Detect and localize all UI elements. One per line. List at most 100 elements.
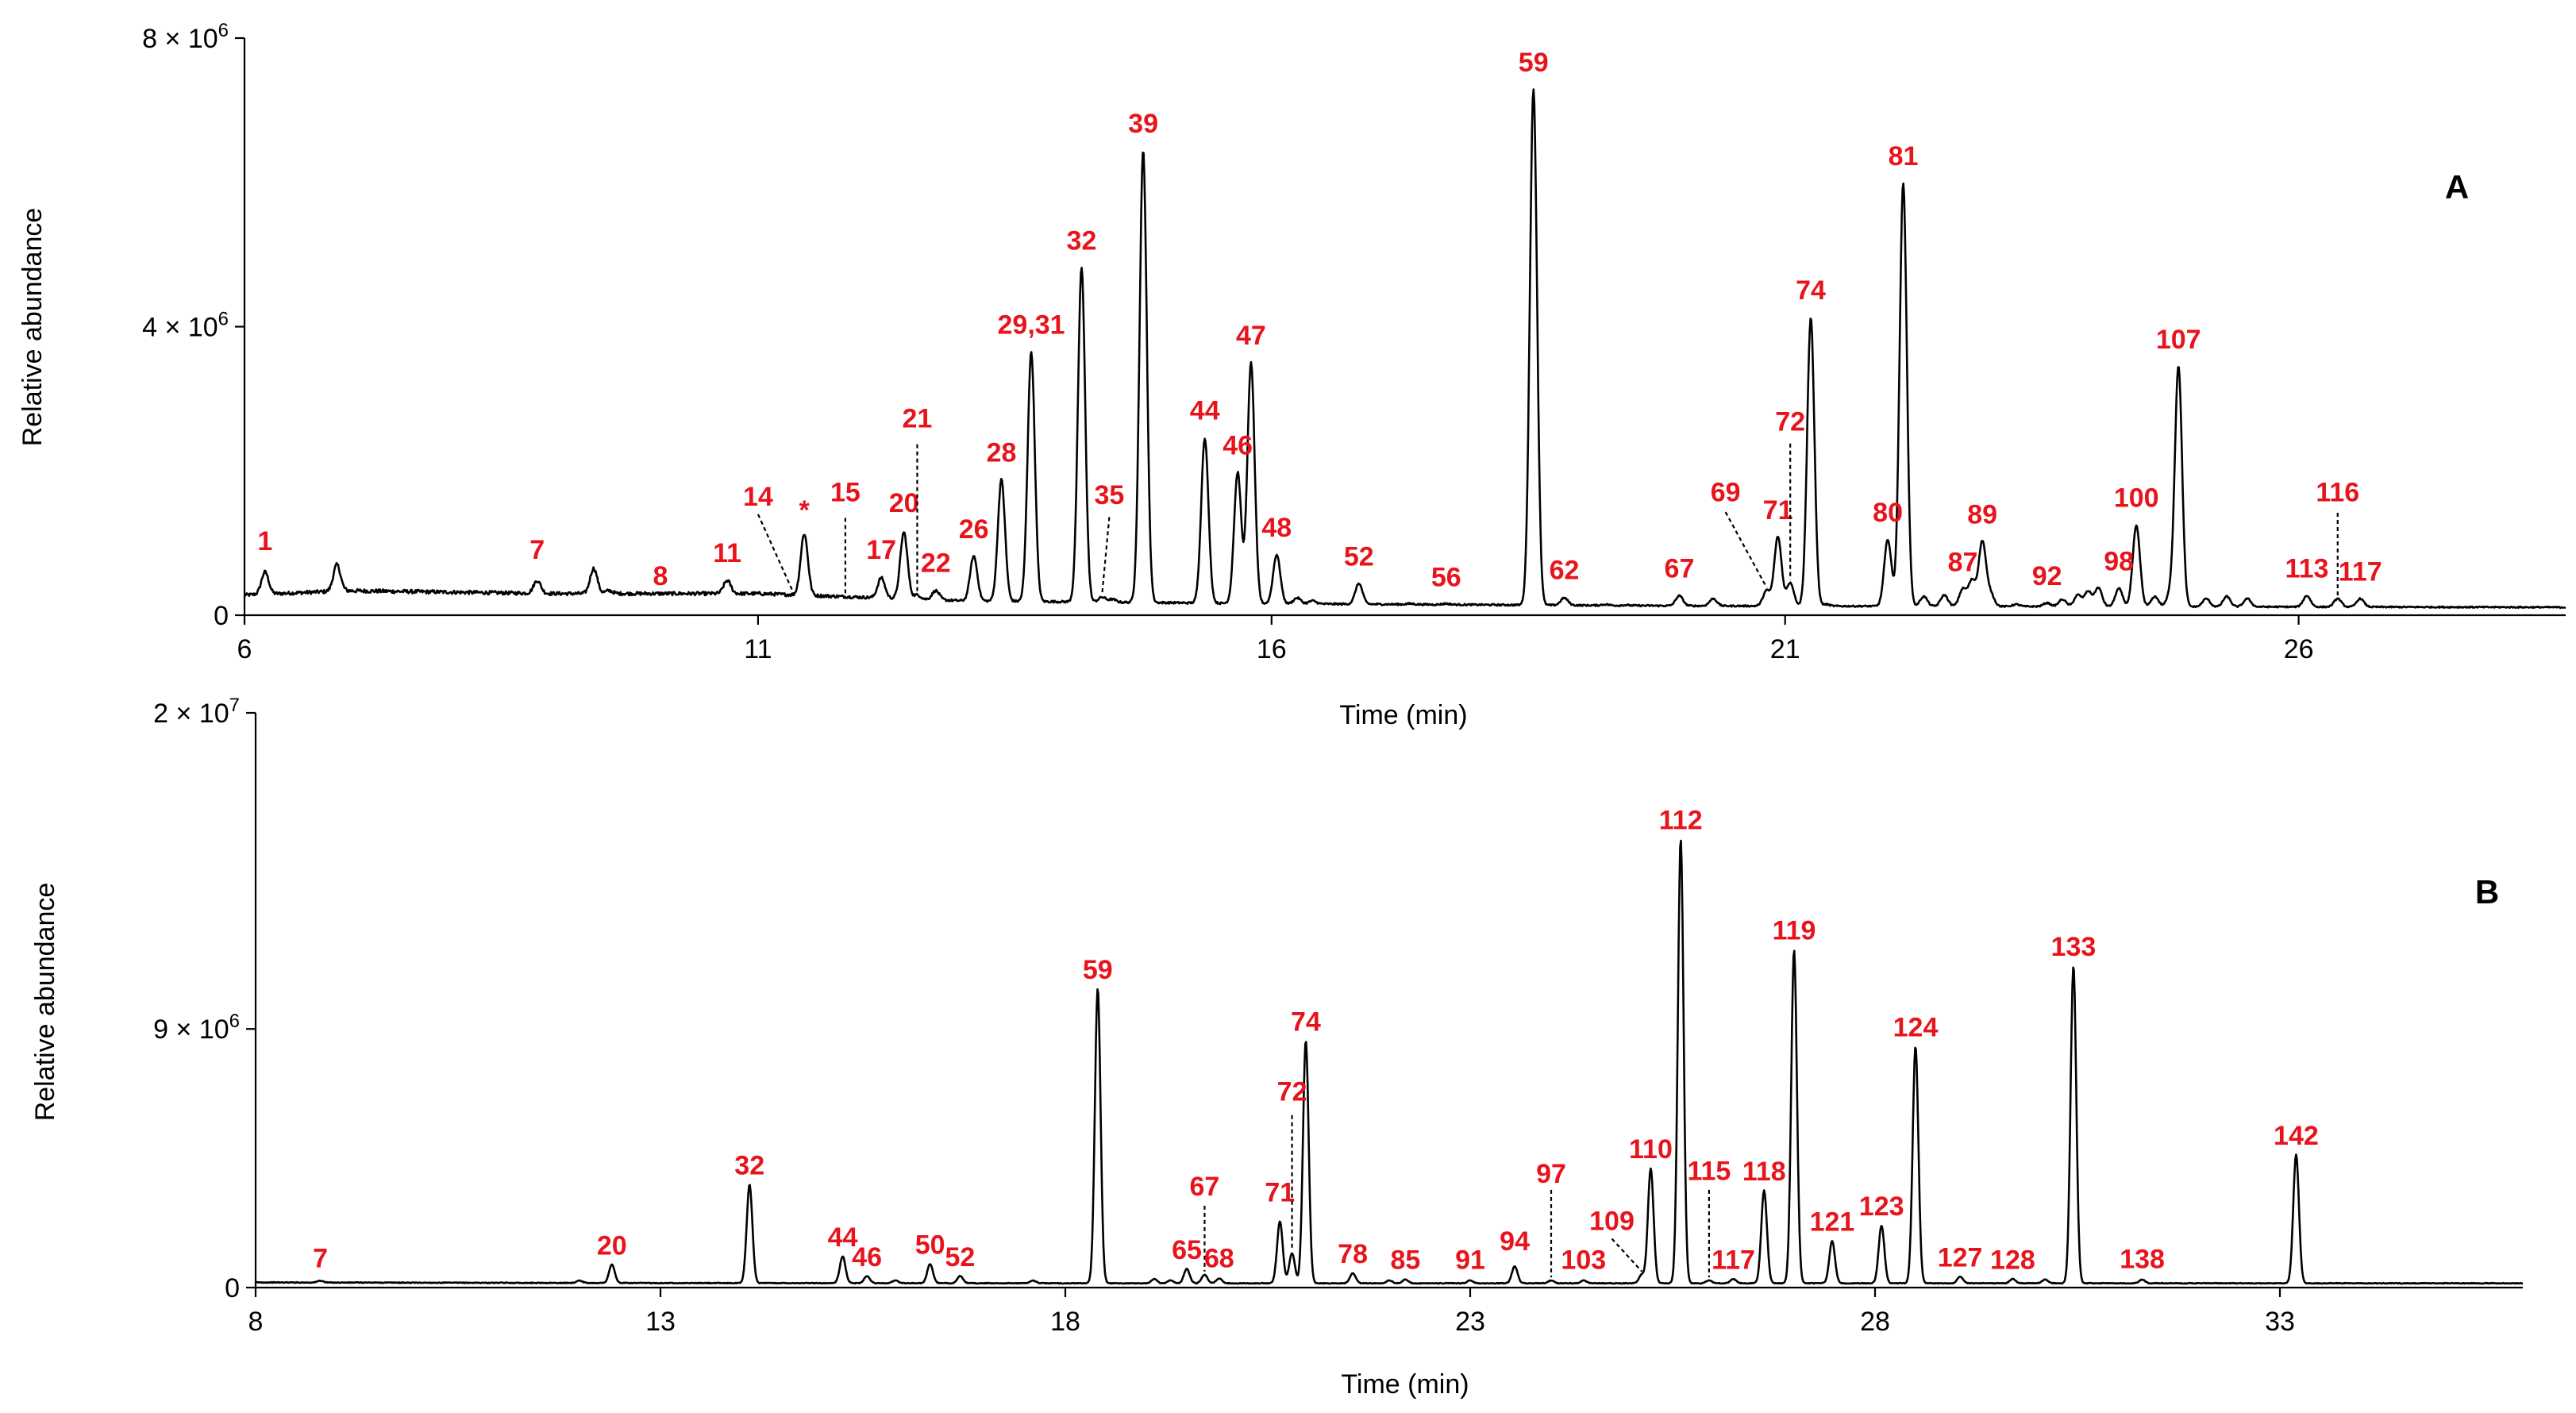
y-tick-label: 4 × 106 xyxy=(142,309,229,343)
peak-label: 74 xyxy=(1291,1007,1321,1037)
peak-label: 119 xyxy=(1773,916,1816,946)
x-tick-label: 16 xyxy=(1257,634,1287,664)
x-tick-label: 26 xyxy=(2284,634,2314,664)
peak-label: 28 xyxy=(987,437,1017,468)
x-tick-label: 21 xyxy=(1770,634,1800,664)
peak-leader-line xyxy=(1101,517,1111,595)
peak-label: 81 xyxy=(1889,141,1919,171)
panel-letter: A xyxy=(2445,168,2469,206)
peak-label: 65 xyxy=(1172,1235,1202,1265)
peak-label: 44 xyxy=(1190,396,1220,426)
peak-label: 80 xyxy=(1873,498,1903,528)
peak-label: 44 xyxy=(828,1222,858,1253)
peak-label: 47 xyxy=(1236,321,1266,351)
x-tick-label: 6 xyxy=(237,634,252,664)
peak-label: 48 xyxy=(1261,513,1292,543)
peak-label: 52 xyxy=(945,1242,975,1272)
peak-label: 87 xyxy=(1948,548,1978,578)
peak-label: 133 xyxy=(2051,932,2097,962)
peak-label: 39 xyxy=(1128,109,1158,139)
peak-label: 50 xyxy=(915,1230,945,1261)
peak-label: 22 xyxy=(921,548,951,578)
peak-label: 89 xyxy=(1967,500,1997,530)
peak-label: 32 xyxy=(1067,225,1097,256)
x-tick-label: 18 xyxy=(1050,1307,1080,1337)
peak-label: 124 xyxy=(1893,1012,1939,1042)
peak-label: 117 xyxy=(1712,1245,1755,1275)
peak-label: 52 xyxy=(1344,541,1374,572)
panel-b-chart: 8 13 18 23 28 33 0 9 × 106 2 × 107 Time (min) Rela… xyxy=(30,695,2524,1400)
peak-label: 142 xyxy=(2274,1121,2319,1151)
peak-label: 123 xyxy=(1859,1192,1904,1222)
y-tick-label: 9 × 106 xyxy=(153,1011,240,1045)
peak-label: 59 xyxy=(1083,955,1113,985)
peak-label: 20 xyxy=(597,1230,627,1261)
peak-label: 71 xyxy=(1265,1177,1295,1207)
x-tick-label: 33 xyxy=(2265,1307,2295,1337)
x-tick-label: 11 xyxy=(744,634,772,664)
chromatogram-trace xyxy=(243,88,2566,610)
peak-label: 26 xyxy=(959,514,989,545)
peak-label: 100 xyxy=(2114,483,2159,514)
peak-label: 29,31 xyxy=(998,310,1065,341)
peak-label: 11 xyxy=(713,538,741,568)
peak-label: 15 xyxy=(830,477,861,507)
peak-leader-line xyxy=(1724,511,1768,588)
peak-label: 20 xyxy=(889,488,919,518)
peak-label: 138 xyxy=(2120,1244,2165,1274)
y-tick-label: 0 xyxy=(214,601,229,631)
peak-leader-line xyxy=(1611,1238,1643,1272)
peak-leader-line xyxy=(757,514,795,595)
peak-label: 128 xyxy=(1990,1245,2035,1275)
peak-label: 110 xyxy=(1629,1134,1673,1165)
peak-label: 118 xyxy=(1742,1157,1786,1187)
peak-label: 127 xyxy=(1938,1243,1983,1273)
x-tick-label: 23 xyxy=(1455,1307,1485,1337)
peak-label: 35 xyxy=(1094,480,1124,510)
peak-label: 56 xyxy=(1431,563,1461,593)
peak-label: 85 xyxy=(1390,1245,1420,1275)
peak-label: 69 xyxy=(1711,477,1741,507)
peak-label: 8 xyxy=(653,561,668,591)
peak-label: 67 xyxy=(1665,554,1695,584)
peak-label: 67 xyxy=(1190,1172,1220,1202)
peak-label: 7 xyxy=(313,1244,328,1274)
peak-label: 46 xyxy=(852,1242,882,1272)
peak-label: 97 xyxy=(1536,1159,1566,1189)
peak-label: 116 xyxy=(2316,477,2359,507)
peak-label: 62 xyxy=(1550,556,1580,586)
x-tick-label: 13 xyxy=(645,1307,676,1337)
peak-label: * xyxy=(799,495,811,526)
peak-label: 112 xyxy=(1659,806,1703,836)
panel-letter: B xyxy=(2475,873,2499,911)
peak-label: 17 xyxy=(866,535,896,565)
chromatogram-trace xyxy=(255,839,2524,1285)
peak-label: 74 xyxy=(1796,275,1826,306)
x-axis-title: Time (min) xyxy=(1341,1369,1469,1400)
x-tick-label: 8 xyxy=(248,1307,264,1337)
peak-label: 72 xyxy=(1775,406,1805,437)
x-tick-label: 28 xyxy=(1860,1307,1890,1337)
peak-label: 1 xyxy=(257,526,272,556)
peak-label: 115 xyxy=(1687,1156,1731,1186)
peak-label: 98 xyxy=(2104,547,2134,577)
peak-label: 91 xyxy=(1455,1245,1485,1275)
peak-label: 94 xyxy=(1500,1226,1530,1257)
peak-label: 117 xyxy=(2339,556,2382,587)
peak-label: 59 xyxy=(1519,48,1549,78)
y-axis-title: Relative abundance xyxy=(30,883,60,1122)
peak-label: 21 xyxy=(903,404,933,434)
peak-label: 109 xyxy=(1589,1207,1635,1237)
peak-label: 32 xyxy=(734,1151,764,1181)
peak-label: 71 xyxy=(1763,495,1793,526)
peak-label: 68 xyxy=(1204,1244,1234,1274)
peak-label: 78 xyxy=(1338,1239,1368,1269)
peak-label: 72 xyxy=(1277,1077,1307,1107)
x-axis-title: Time (min) xyxy=(1339,700,1467,730)
y-tick-label: 2 × 107 xyxy=(153,695,240,729)
y-axis-title: Relative abundance xyxy=(17,208,48,447)
y-tick-label: 8 × 106 xyxy=(142,20,229,54)
peak-label: 92 xyxy=(2032,561,2062,591)
